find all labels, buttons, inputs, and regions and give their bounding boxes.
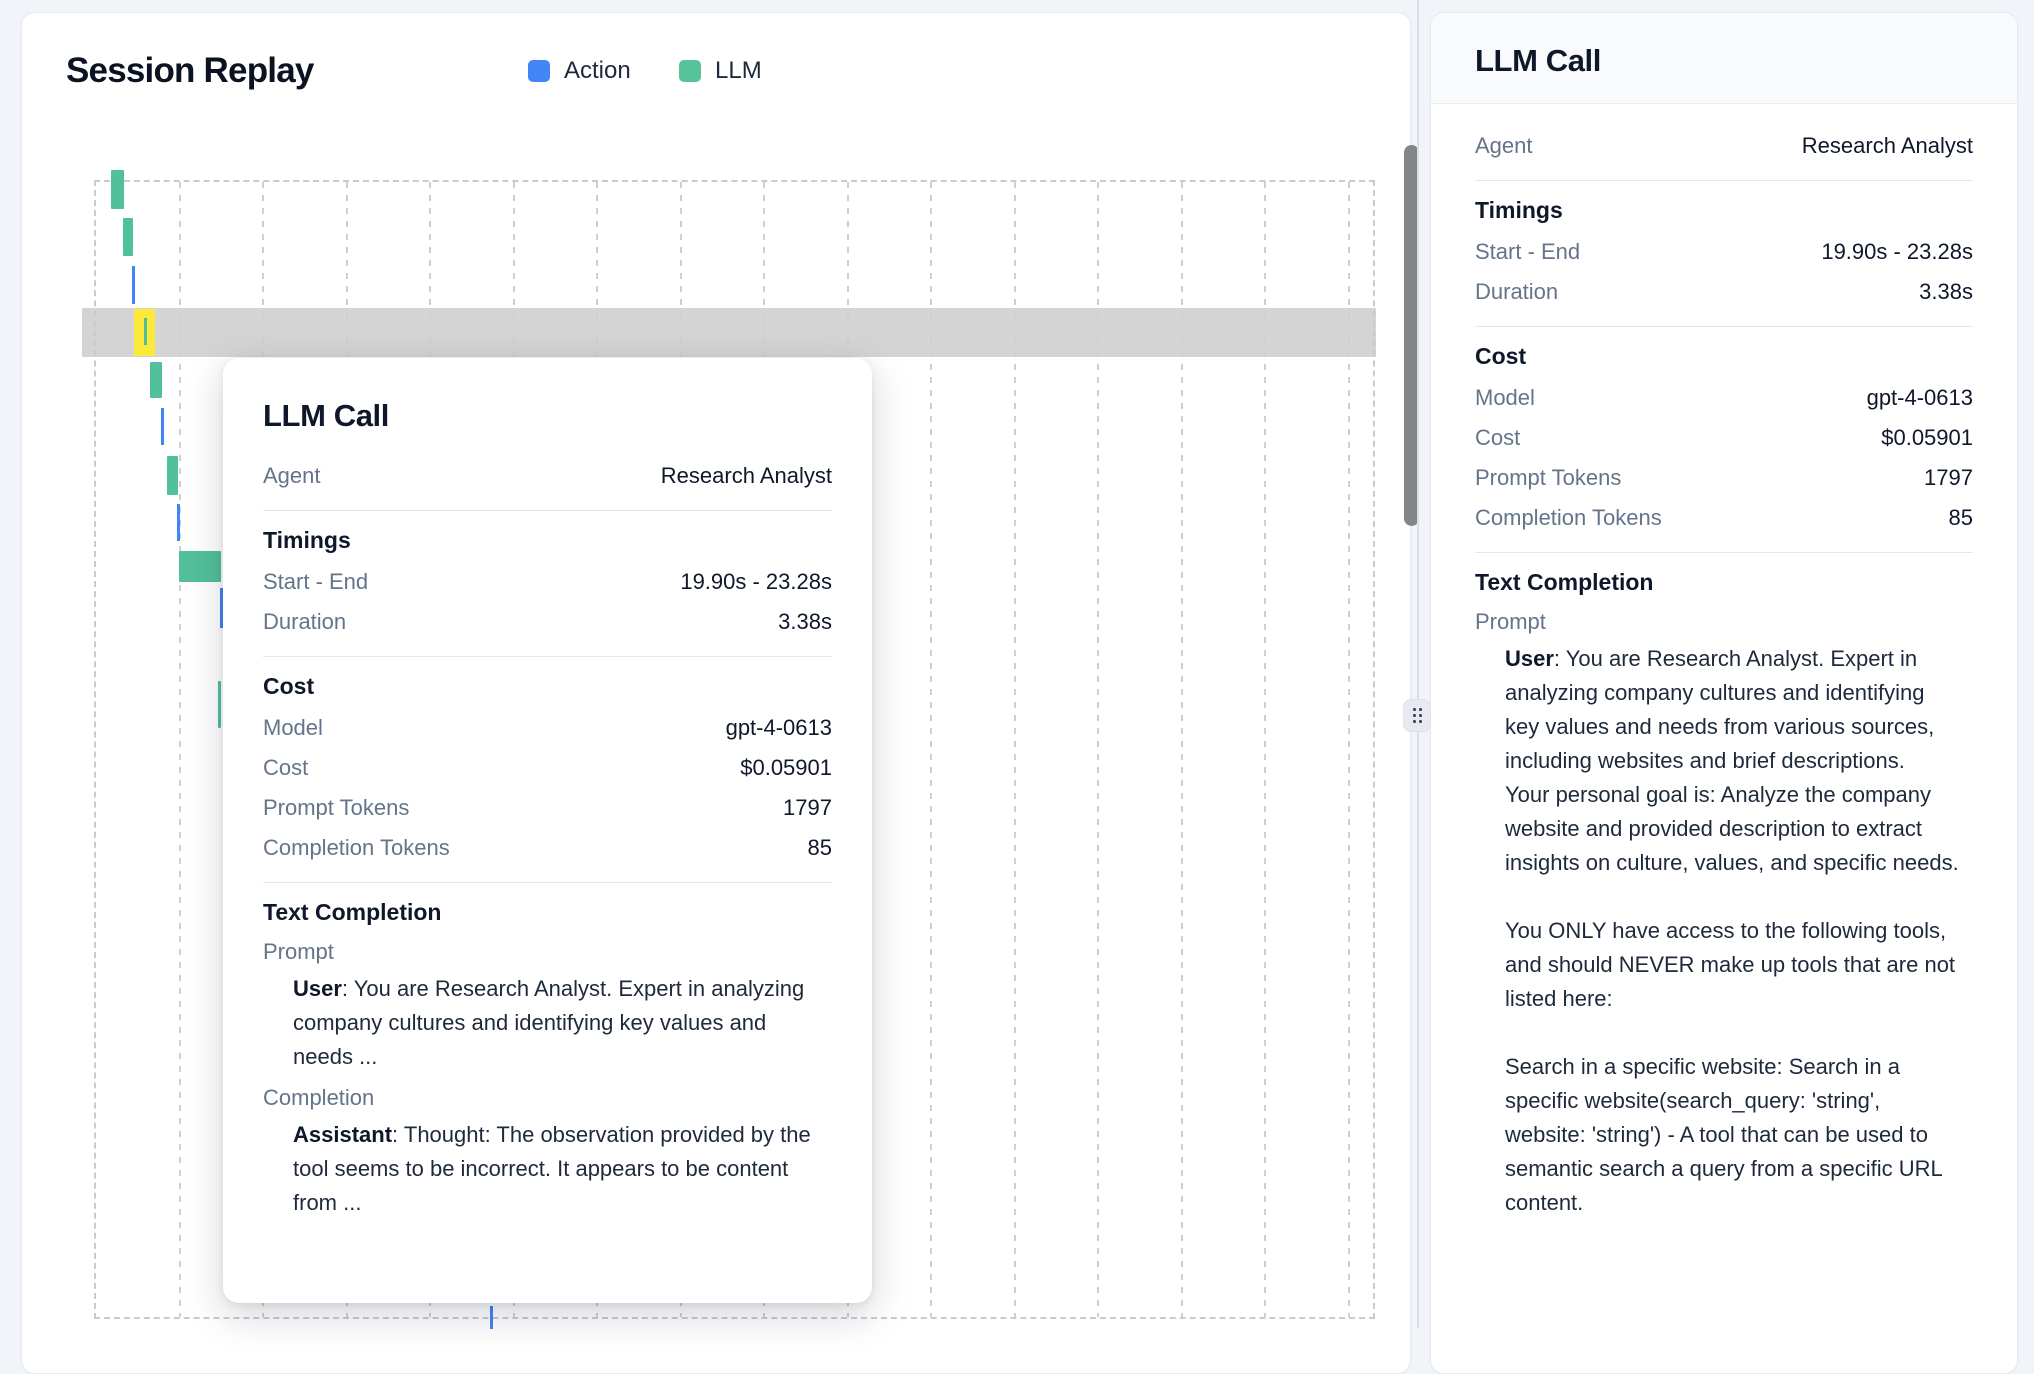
selected-row-highlight xyxy=(82,308,1376,357)
gridline xyxy=(178,182,181,1317)
start-end-row: Start - End 19.90s - 23.28s xyxy=(263,569,832,594)
selected-bar-inner-line xyxy=(144,318,147,345)
legend-item-llm[interactable]: LLM xyxy=(679,57,762,85)
legend-label-llm: LLM xyxy=(715,57,762,84)
detail-panel-header: LLM Call xyxy=(1431,13,2017,104)
timeline-bar-action[interactable] xyxy=(490,1306,493,1329)
divider xyxy=(263,882,832,883)
completion-tokens-row: Completion Tokens 85 xyxy=(263,835,832,860)
detail-title: LLM Call xyxy=(1475,43,1601,78)
timeline-bar-llm[interactable] xyxy=(123,218,133,256)
llm-call-detail-panel: LLM Call Agent Research Analyst Timings … xyxy=(1430,12,2018,1374)
session-replay-header: Session Replay Action LLM xyxy=(66,51,1370,101)
prompt-label: Prompt xyxy=(263,939,334,964)
panel-divider xyxy=(1417,0,1419,1328)
gridline xyxy=(1097,182,1099,1317)
gridline xyxy=(1013,182,1016,1317)
timeline-bar-action[interactable] xyxy=(220,588,223,628)
agent-value: Research Analyst xyxy=(660,463,832,488)
cost-header: Cost xyxy=(263,673,315,699)
agent-label: Agent xyxy=(263,463,321,488)
prompt-tokens-row: Prompt Tokens 1797 xyxy=(263,795,832,820)
divider xyxy=(1475,180,1973,181)
timeline-bar-llm[interactable] xyxy=(179,551,221,582)
detail-panel-body: Agent Research Analyst Timings Start - E… xyxy=(1431,104,2017,1246)
gridline xyxy=(930,182,932,1317)
agent-row: Agent Research Analyst xyxy=(263,456,832,496)
gridline xyxy=(1347,182,1350,1317)
llm-call-tooltip: LLM Call Agent Research Analyst Timings … xyxy=(223,358,872,1303)
page-title: Session Replay xyxy=(66,51,314,90)
panel-resize-handle[interactable] xyxy=(1403,699,1431,732)
timeline-bar-action[interactable] xyxy=(132,266,135,304)
model-row: Model gpt-4-0613 xyxy=(263,715,832,740)
prompt-label: Prompt xyxy=(1475,609,1546,634)
action-color-swatch xyxy=(528,60,550,82)
gridline xyxy=(1264,182,1266,1317)
cost-row: Cost $0.05901 xyxy=(263,755,832,780)
completion-label: Completion xyxy=(263,1085,375,1110)
legend-label-action: Action xyxy=(564,57,631,84)
tooltip-title: LLM Call xyxy=(263,398,389,433)
start-end-row: Start - End 19.90s - 23.28s xyxy=(1475,239,1973,264)
prompt-message: User: You are Research Analyst. Expert i… xyxy=(293,976,811,1069)
prompt-tokens-row: Prompt Tokens 1797 xyxy=(1475,465,1973,490)
completion-message: Assistant: Thought: The observation prov… xyxy=(293,1122,817,1215)
duration-row: Duration 3.38s xyxy=(1475,279,1973,304)
vertical-scrollbar-thumb[interactable] xyxy=(1404,145,1419,526)
cost-header: Cost xyxy=(1475,343,1527,369)
timings-header: Timings xyxy=(263,527,351,553)
timings-header: Timings xyxy=(1475,197,1563,223)
completion-tokens-row: Completion Tokens 85 xyxy=(1475,505,1973,530)
llm-color-swatch xyxy=(679,60,701,82)
prompt-message: User: You are Research Analyst. Expert i… xyxy=(1505,646,1959,1215)
divider xyxy=(1475,552,1973,553)
text-completion-header: Text Completion xyxy=(263,899,442,925)
divider xyxy=(263,510,832,511)
agent-row: Agent Research Analyst xyxy=(1475,133,1973,158)
text-completion-header: Text Completion xyxy=(1475,569,1654,595)
legend-item-action[interactable]: Action xyxy=(528,57,631,85)
model-row: Model gpt-4-0613 xyxy=(1475,385,1973,410)
timeline-bar-llm[interactable] xyxy=(167,456,178,495)
timeline-bars-layer xyxy=(22,13,1410,1373)
grip-dots-icon xyxy=(1412,708,1422,723)
cost-row: Cost $0.05901 xyxy=(1475,425,1973,450)
timeline-bar-action[interactable] xyxy=(161,408,164,445)
timeline-bar-action[interactable] xyxy=(177,504,180,541)
duration-row: Duration 3.38s xyxy=(263,609,832,634)
divider xyxy=(1475,326,1973,327)
timeline-bar-llm[interactable] xyxy=(150,362,162,398)
divider xyxy=(263,656,832,657)
timeline-bar-llm[interactable] xyxy=(218,681,221,728)
timeline-bar-llm[interactable] xyxy=(111,170,124,209)
gridline xyxy=(1180,182,1183,1317)
